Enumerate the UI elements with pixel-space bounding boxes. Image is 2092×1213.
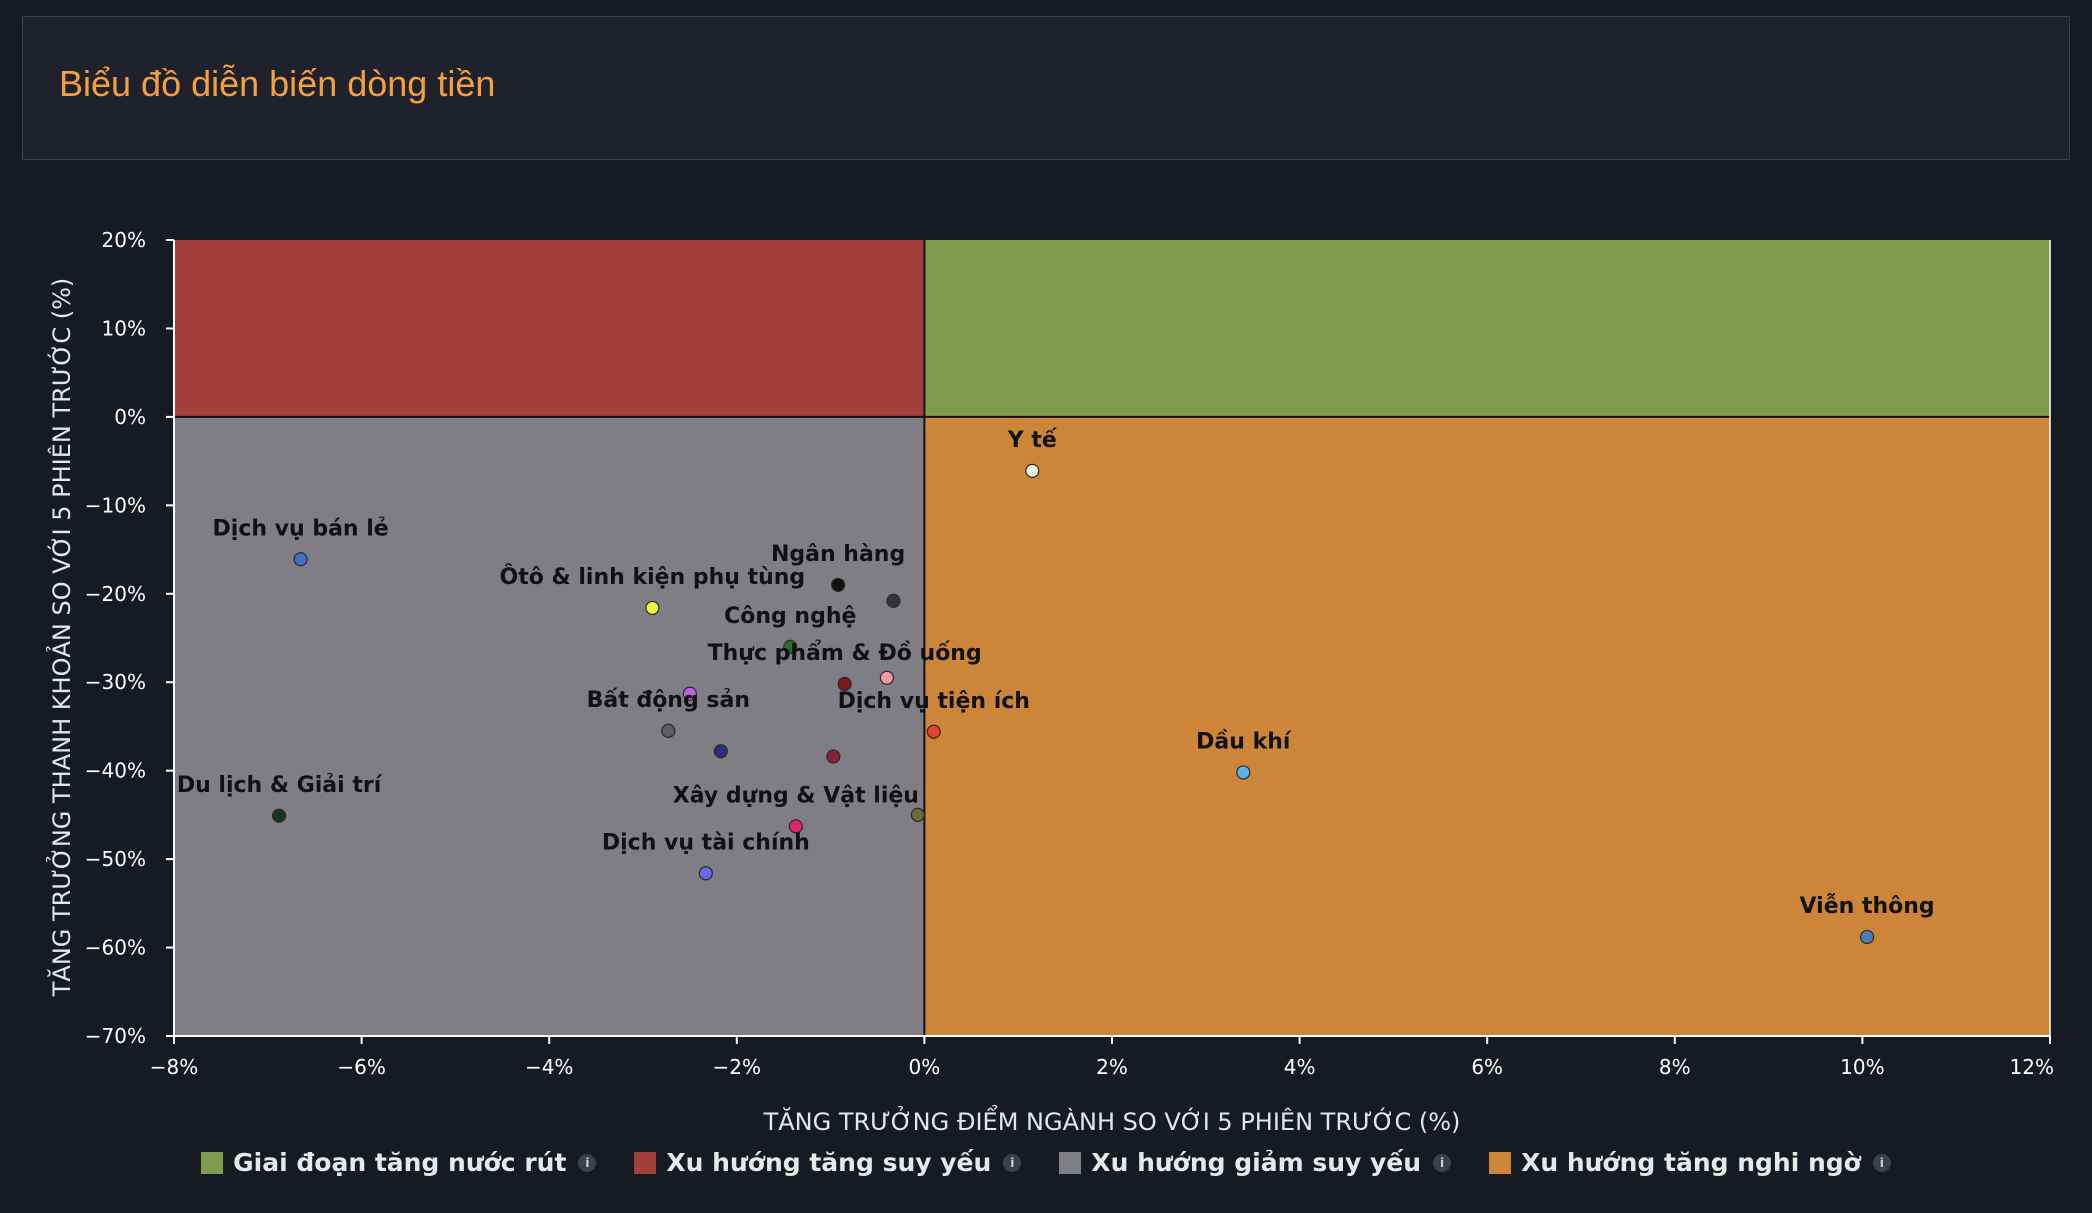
data-point[interactable] xyxy=(837,676,852,692)
y-tick-label: −10% xyxy=(85,493,146,517)
data-point[interactable] xyxy=(910,807,925,822)
info-icon[interactable]: i xyxy=(578,1153,597,1172)
point-label: Ôtô & linh kiện phụ tùng xyxy=(500,564,806,590)
legend-label: Giai đoạn tăng nước rút xyxy=(233,1148,567,1177)
y-tick-label: −20% xyxy=(85,582,146,606)
point-label: Công nghệ xyxy=(724,604,856,629)
data-point[interactable] xyxy=(783,639,798,654)
legend-label: Xu hướng tăng suy yếu xyxy=(666,1148,992,1177)
point-label: Y tế xyxy=(1007,428,1058,453)
x-tick-label: −8% xyxy=(150,1055,199,1079)
data-point[interactable] xyxy=(713,744,728,759)
legend-item-xu-huong-giam-suy-yeu[interactable]: Xu hướng giảm suy yếu i xyxy=(1059,1148,1452,1177)
y-tick-label: −50% xyxy=(85,847,146,871)
point-label: Dịch vụ tài chính xyxy=(602,830,810,855)
x-tick-label: 0% xyxy=(909,1055,941,1079)
quadrant-bottom-right xyxy=(924,416,2050,1036)
y-tick-label: 0% xyxy=(114,405,146,429)
x-axis-title: TĂNG TRƯỞNG ĐIỂM NGÀNH SO VỚI 5 PHIÊN TR… xyxy=(763,1104,1461,1136)
legend-item-xu-huong-tang-nghi-ngo[interactable]: Xu hướng tăng nghi ngờ i xyxy=(1489,1148,1891,1177)
y-tick-label: 20% xyxy=(102,228,146,252)
quadrant-top-right xyxy=(924,240,2050,417)
quadrant-top-left xyxy=(174,240,925,417)
point-label: Dịch vụ bán lẻ xyxy=(213,516,389,541)
legend-item-giai-doan-tang-nuoc-rut[interactable]: Giai đoạn tăng nước rút i xyxy=(201,1148,597,1177)
legend-label: Xu hướng giảm suy yếu xyxy=(1091,1148,1422,1177)
point-label: Du lịch & Giải trí xyxy=(177,773,383,798)
data-point[interactable] xyxy=(293,552,308,567)
data-point[interactable] xyxy=(831,577,846,593)
data-point[interactable] xyxy=(661,723,676,738)
info-icon[interactable]: i xyxy=(1003,1153,1022,1172)
y-tick-label: 10% xyxy=(102,316,146,340)
data-point[interactable] xyxy=(1025,463,1040,478)
point-label: Dịch vụ tiện ích xyxy=(838,689,1030,714)
x-tick-label: 4% xyxy=(1284,1055,1316,1079)
legend-item-xu-huong-tang-suy-yeu[interactable]: Xu hướng tăng suy yếu i xyxy=(634,1148,1022,1177)
info-icon[interactable]: i xyxy=(1433,1153,1452,1172)
legend-swatch xyxy=(634,1151,657,1174)
y-axis-title: TĂNG TRƯỞNG THANH KHOẢN SO VỚI 5 PHIÊN T… xyxy=(45,278,76,998)
x-tick-label: 8% xyxy=(1659,1055,1691,1079)
data-point[interactable] xyxy=(698,866,713,881)
y-tick-label: −60% xyxy=(85,936,146,960)
legend-swatch xyxy=(1489,1151,1512,1174)
chart-header-panel: Biểu đồ diễn biến dòng tiền xyxy=(22,16,2070,160)
data-point[interactable] xyxy=(1236,765,1251,780)
data-point[interactable] xyxy=(1859,929,1875,945)
data-point[interactable] xyxy=(879,670,894,685)
legend-label: Xu hướng tăng nghi ngờ xyxy=(1521,1148,1861,1177)
chart-title: Biểu đồ diễn biến dòng tiền xyxy=(59,63,496,104)
point-label: Ngân hàng xyxy=(771,542,905,567)
y-tick-label: −30% xyxy=(85,670,146,694)
point-label: Dầu khí xyxy=(1196,729,1292,754)
data-point[interactable] xyxy=(826,749,841,764)
x-tick-label: 6% xyxy=(1471,1055,1503,1079)
points-layer: Y tế Dịch vụ bán lẻ Ôtô & linh kiện phụ tù… xyxy=(177,428,1935,945)
point-label: Thực phẩm & Đồ uống xyxy=(708,640,982,666)
data-point[interactable] xyxy=(645,600,660,616)
data-point[interactable] xyxy=(271,808,287,823)
quadrant-bottom-left xyxy=(174,416,925,1036)
x-tick-label: 10% xyxy=(1840,1055,1884,1079)
info-icon[interactable]: i xyxy=(1872,1153,1891,1172)
x-tick-label: −2% xyxy=(713,1055,762,1079)
x-tick-label: −6% xyxy=(337,1055,386,1079)
tick-labels-layer: −8% −6% −4% −2% 0% 2% 4% 6% 8% 10% 12% 20% 10% 0% −10%… xyxy=(85,228,2054,1079)
data-point[interactable] xyxy=(886,593,901,608)
point-label: Xây dựng & Vật liệu xyxy=(673,783,919,808)
data-point[interactable] xyxy=(926,724,941,739)
data-point[interactable] xyxy=(682,686,698,701)
y-tick-label: −70% xyxy=(85,1024,146,1048)
legend: Giai đoạn tăng nước rút i Xu hướng tăng … xyxy=(0,1148,2092,1177)
point-label: Bất động sản xyxy=(587,688,750,713)
x-tick-label: 12% xyxy=(2010,1055,2054,1079)
point-label: Viễn thông xyxy=(1800,894,1935,919)
y-tick-label: −40% xyxy=(85,759,146,783)
legend-swatch xyxy=(1059,1151,1082,1174)
legend-swatch xyxy=(201,1151,224,1174)
x-tick-label: 2% xyxy=(1096,1055,1128,1079)
data-point[interactable] xyxy=(788,819,803,834)
quadrants-layer xyxy=(174,240,2050,1036)
x-tick-label: −4% xyxy=(525,1055,574,1079)
